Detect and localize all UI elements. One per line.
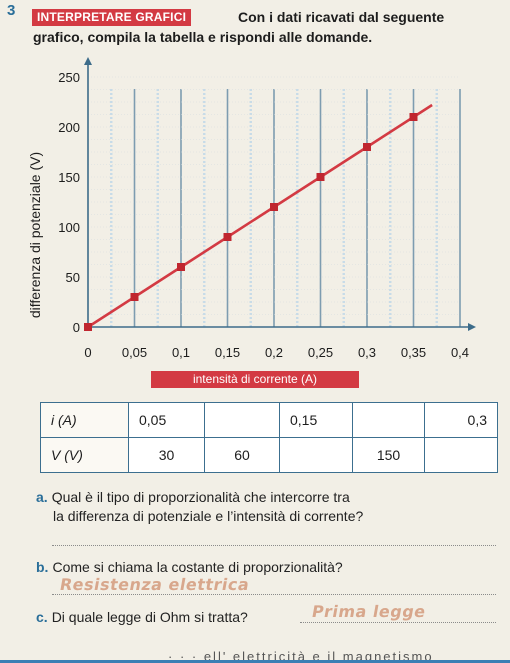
data-point xyxy=(84,323,92,331)
table-row: V (V) 30 60 150 xyxy=(40,437,498,473)
question-c: c. Di quale legge di Ohm si tratta? xyxy=(36,608,248,627)
data-point xyxy=(177,263,185,271)
x-axis-label: intensità di corrente (A) xyxy=(151,371,359,388)
x-tick-label: 0,4 xyxy=(451,345,469,360)
x-tick-label: 0,15 xyxy=(215,345,240,360)
table-cell: V (V) xyxy=(40,437,129,473)
exercise-badge: INTERPRETARE GRAFICI xyxy=(32,9,192,26)
instruction-line-1: Con i dati ricavati dal seguente xyxy=(238,9,445,25)
question-b: b. Come si chiama la costante di proporzi… xyxy=(36,558,343,577)
x-tick-label: 0,05 xyxy=(122,345,147,360)
footer-text: · · · ell' elettricità e il magnetismo xyxy=(168,649,434,663)
answer-c-handwriting: Prima legge xyxy=(310,602,428,621)
answer-line-b[interactable] xyxy=(52,594,496,595)
answer-b-handwriting: Resistenza elettrica xyxy=(58,575,252,594)
question-a-label: a. xyxy=(36,489,48,505)
x-tick-label: 0,25 xyxy=(308,345,333,360)
table-cell[interactable] xyxy=(279,437,353,473)
y-axis-label: differenza di potenziale (V) xyxy=(27,152,43,318)
y-tick-label: 100 xyxy=(58,220,80,235)
x-tick-label: 0,1 xyxy=(172,345,190,360)
x-axis-arrow xyxy=(468,323,476,331)
x-tick-label: 0,35 xyxy=(401,345,426,360)
question-a: a. Qual è il tipo di proporzionalità che … xyxy=(36,488,363,526)
data-point xyxy=(409,113,418,121)
question-b-text: Come si chiama la costante di proporzion… xyxy=(52,559,343,575)
page-bottom-bar xyxy=(0,660,510,663)
question-a-line-2: la differenza di potenziale e l’intensit… xyxy=(53,508,364,524)
answer-line-c[interactable] xyxy=(300,622,496,623)
y-axis-arrow xyxy=(84,57,92,65)
table-cell[interactable] xyxy=(204,402,280,438)
data-point xyxy=(130,293,139,301)
data-point xyxy=(270,203,278,211)
data-point xyxy=(316,173,325,181)
y-tick-label: 150 xyxy=(58,170,80,185)
table-cell[interactable] xyxy=(352,402,425,438)
question-b-label: b. xyxy=(36,559,49,575)
table-cell[interactable]: 0,05 xyxy=(128,402,205,438)
y-tick-label: 250 xyxy=(58,70,80,85)
table-cell[interactable]: 0,3 xyxy=(424,402,498,438)
table-cell[interactable] xyxy=(424,437,498,473)
question-c-text: Di quale legge di Ohm si tratta? xyxy=(51,609,248,625)
series-line xyxy=(87,103,433,329)
x-tick-label: 0,2 xyxy=(265,345,283,360)
table-cell[interactable]: 30 xyxy=(128,437,205,473)
y-tick-label: 0 xyxy=(73,320,80,335)
table-cell: i (A) xyxy=(40,402,129,438)
x-tick-label: 0,3 xyxy=(358,345,376,360)
data-point xyxy=(363,143,371,151)
voltage-current-chart: 0 0,05 0,1 0,15 0,2 0,25 0,3 0,35 0,4 0 50 100 150 2… xyxy=(27,57,476,360)
instruction-line-2: grafico, compila la tabella e rispondi a… xyxy=(33,29,373,45)
y-tick-label: 200 xyxy=(58,120,80,135)
table-row: i (A) 0,05 0,15 0,3 xyxy=(40,402,498,438)
table-cell[interactable]: 150 xyxy=(352,437,425,473)
question-c-label: c. xyxy=(36,609,48,625)
table-cell[interactable]: 0,15 xyxy=(279,402,353,438)
data-table: i (A) 0,05 0,15 0,3 V (V) 30 60 150 xyxy=(40,402,498,473)
exercise-number: 3 xyxy=(7,2,16,19)
question-a-line-1: Qual è il tipo di proporzionalità che in… xyxy=(51,489,350,505)
answer-line-a[interactable] xyxy=(52,545,496,546)
table-cell[interactable]: 60 xyxy=(204,437,280,473)
data-point xyxy=(223,233,232,241)
x-tick-label: 0 xyxy=(84,345,91,360)
y-tick-label: 50 xyxy=(66,270,80,285)
